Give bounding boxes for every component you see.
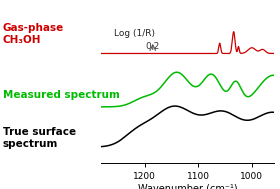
X-axis label: Wavenumber (cm⁻¹): Wavenumber (cm⁻¹) bbox=[138, 183, 237, 189]
Text: Measured spectrum: Measured spectrum bbox=[3, 90, 120, 99]
Text: Gas-phase
CH₃OH: Gas-phase CH₃OH bbox=[3, 23, 64, 45]
Text: Log (1/R): Log (1/R) bbox=[115, 29, 155, 38]
Text: True surface
spectrum: True surface spectrum bbox=[3, 127, 76, 149]
Text: 0.2: 0.2 bbox=[145, 42, 159, 51]
